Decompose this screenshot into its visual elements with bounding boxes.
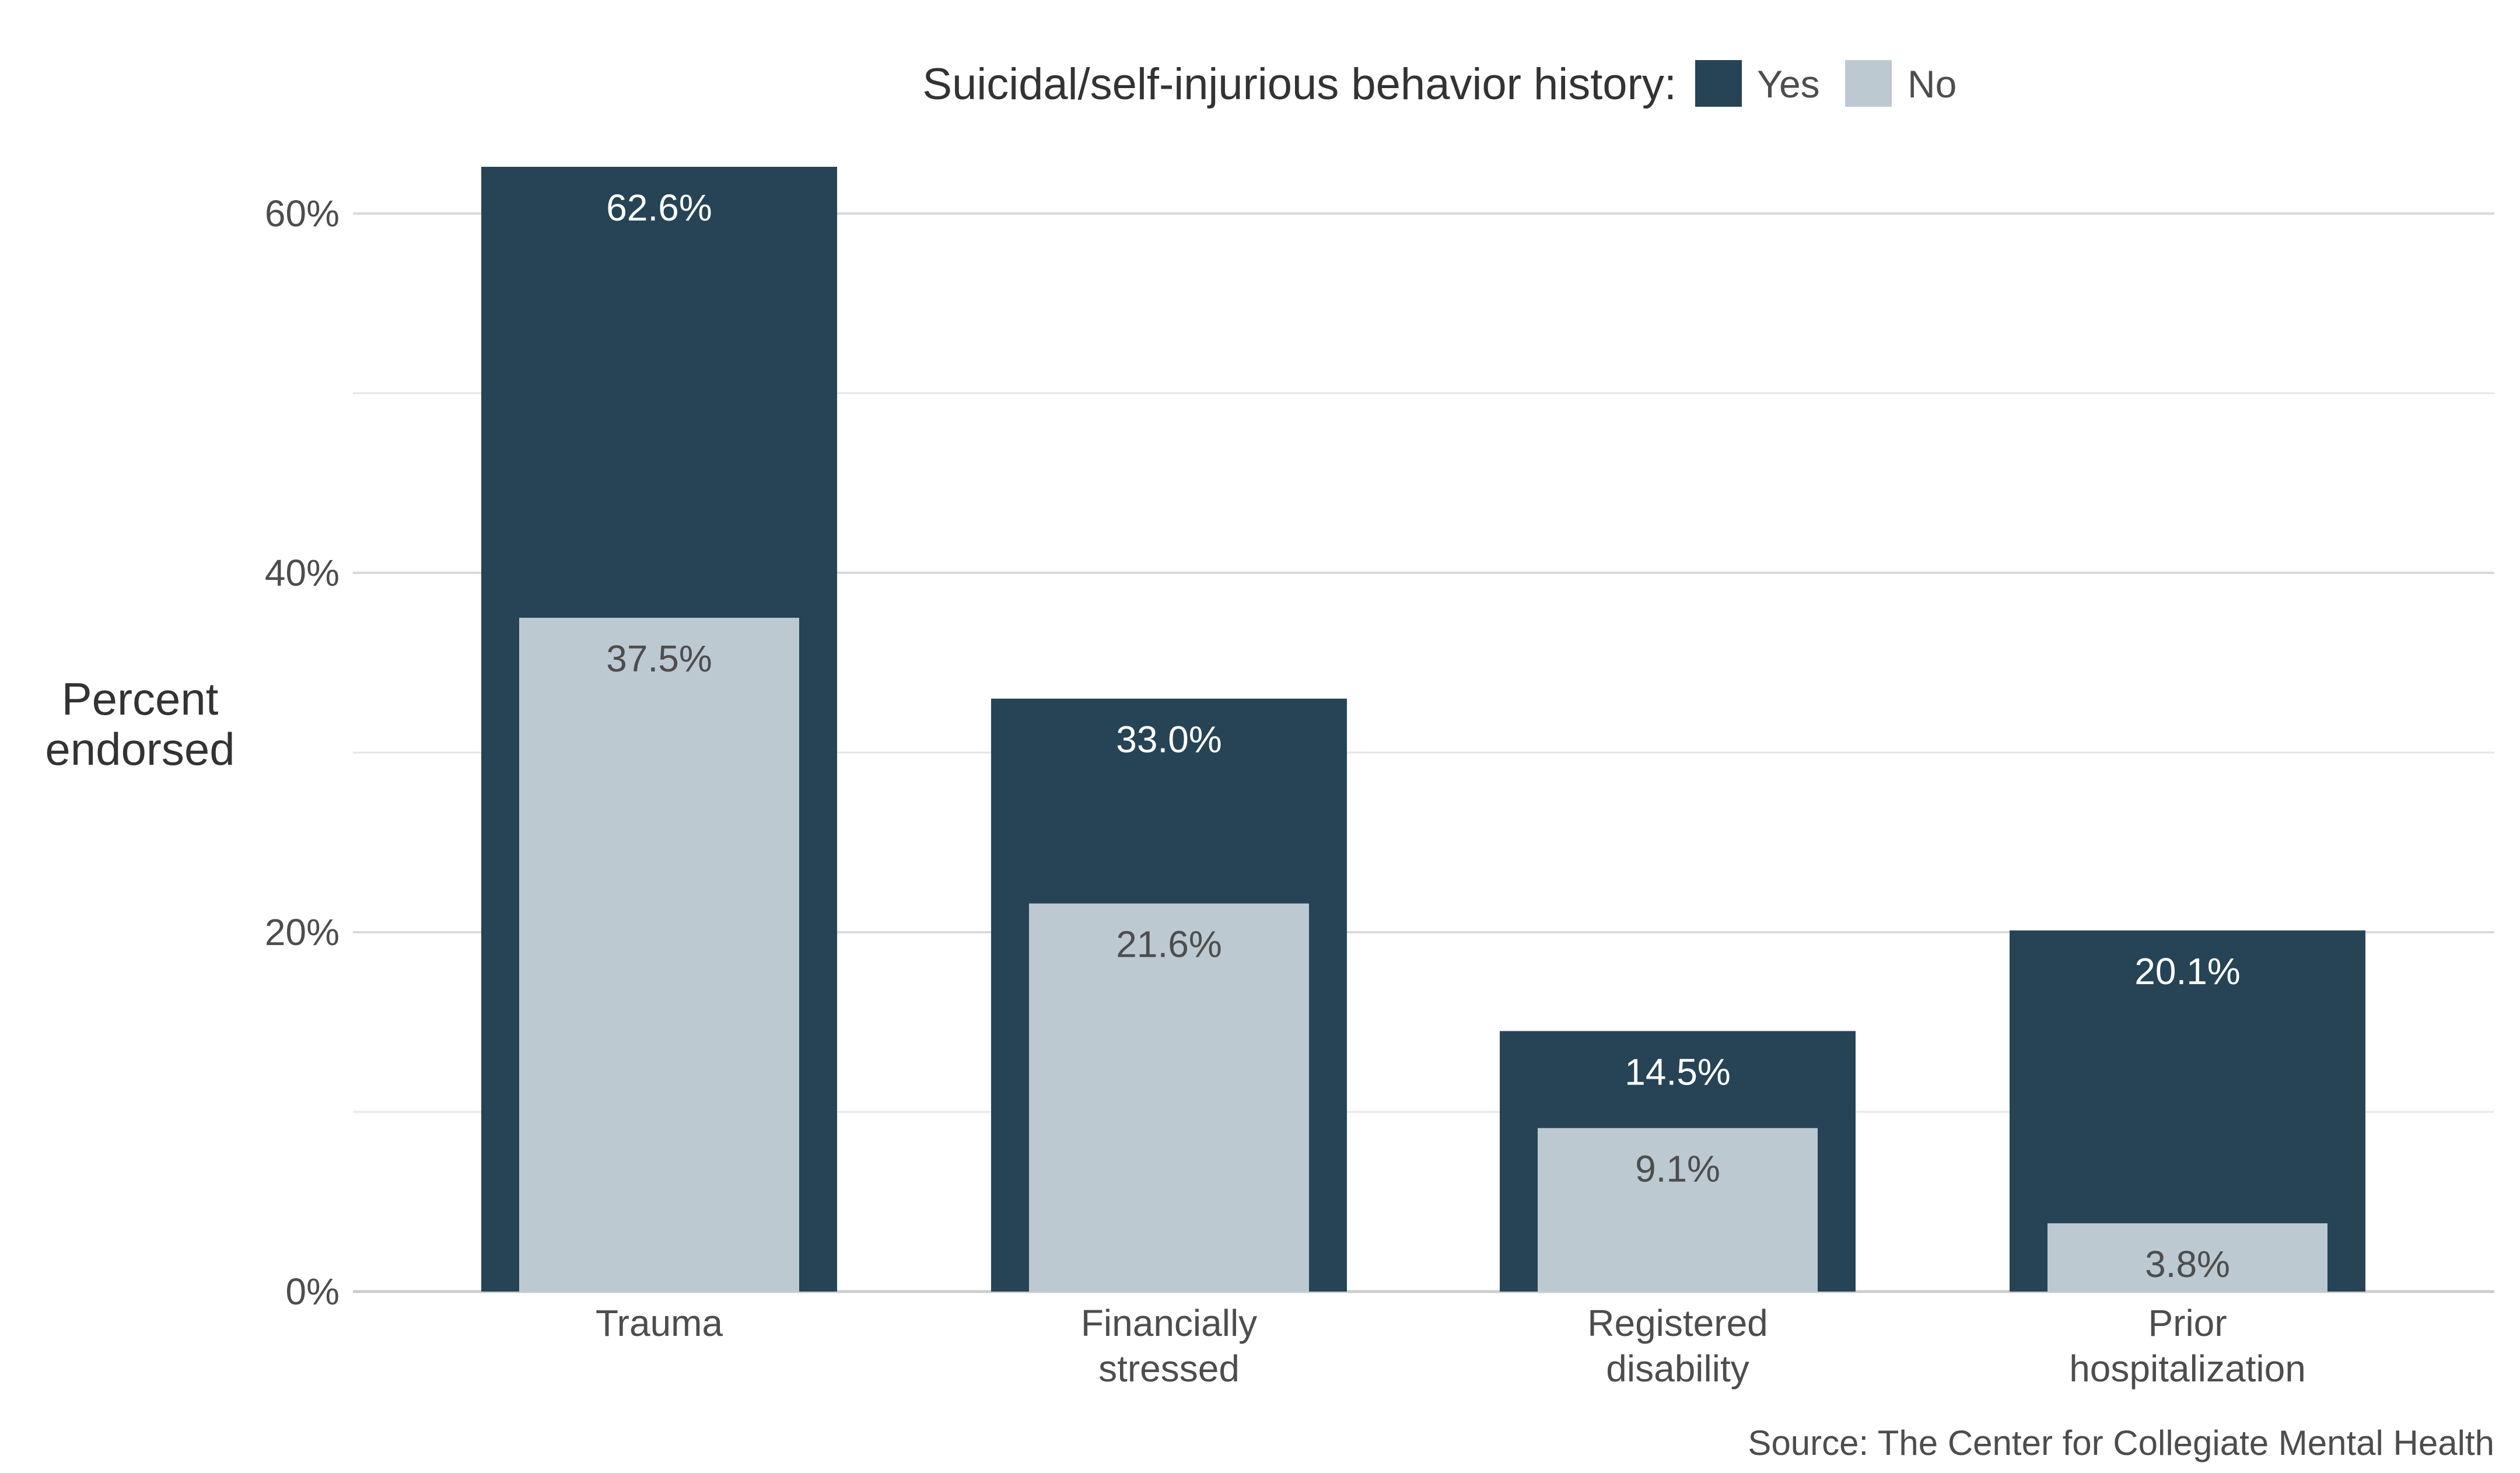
- legend-swatch-no: [1845, 60, 1892, 107]
- data-label-yes: 62.6%: [606, 187, 712, 229]
- x-tick-label: Trauma: [596, 1302, 723, 1344]
- x-tick-label: Prior hospitalization: [2069, 1302, 2306, 1390]
- axes: 0% 20% 40% 60% Percent endorsed Trauma Financia…: [45, 193, 2305, 1390]
- data-label-no: 3.8%: [2145, 1243, 2230, 1285]
- bars: [481, 166, 2365, 1292]
- bar-no: [2048, 1223, 2328, 1292]
- y-tick-label: 40%: [265, 552, 340, 594]
- bar-no: [1538, 1128, 1818, 1292]
- data-labels: 62.6% 37.5% 33.0% 21.6% 14.5% 9.1% 20.1% 3.8%: [606, 187, 2240, 1285]
- y-axis-title: Percent endorsed: [45, 673, 235, 775]
- data-label-no: 9.1%: [1635, 1148, 1720, 1190]
- legend-label-yes: Yes: [1757, 62, 1820, 106]
- data-label-yes: 20.1%: [2134, 950, 2240, 992]
- data-label-yes: 14.5%: [1625, 1051, 1730, 1093]
- bar-no: [519, 618, 799, 1292]
- legend-swatch-yes: [1695, 60, 1742, 107]
- data-label-yes: 33.0%: [1116, 719, 1222, 761]
- x-tick-label: Financially stressed: [1081, 1302, 1257, 1390]
- x-tick-label: Registered disability: [1587, 1302, 1768, 1390]
- y-tick-label: 0%: [286, 1271, 340, 1313]
- legend-label-no: No: [1908, 62, 1957, 106]
- y-tick-label: 20%: [265, 911, 340, 953]
- legend: Suicidal/self-injurious behavior history…: [922, 60, 1957, 109]
- y-tick-label: 60%: [265, 193, 340, 235]
- data-label-no: 37.5%: [606, 638, 712, 680]
- data-label-no: 21.6%: [1116, 923, 1222, 965]
- bar-no: [1029, 903, 1309, 1292]
- legend-title: Suicidal/self-injurious behavior history…: [922, 60, 1676, 109]
- source-caption: Source: The Center for Collegiate Mental…: [1748, 1423, 2494, 1462]
